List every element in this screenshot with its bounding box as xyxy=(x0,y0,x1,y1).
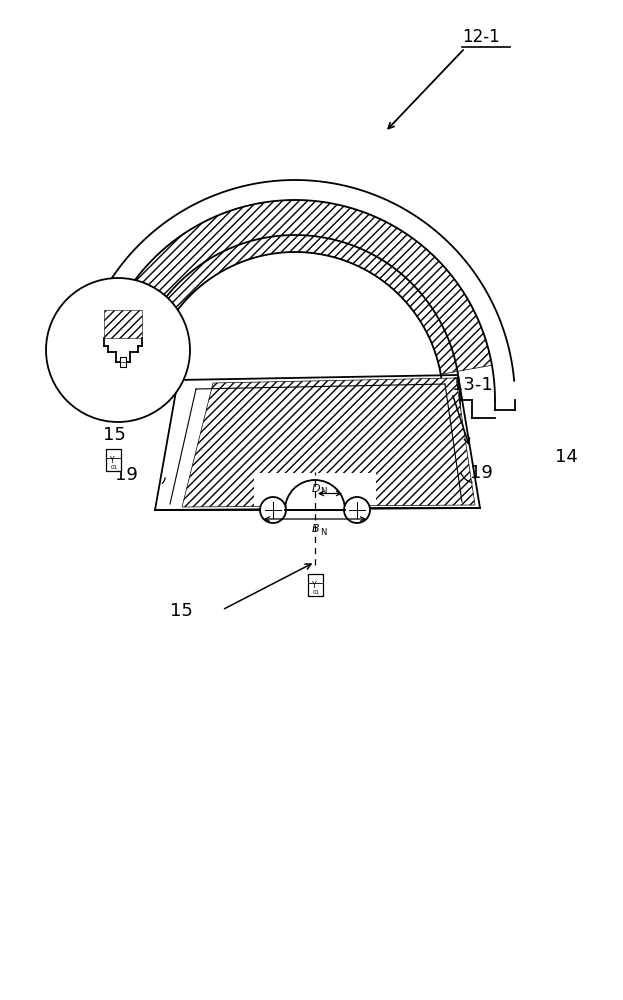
Polygon shape xyxy=(114,200,492,374)
Bar xyxy=(120,357,126,367)
Circle shape xyxy=(260,497,286,523)
Polygon shape xyxy=(182,378,475,507)
Text: 19: 19 xyxy=(470,464,493,482)
Text: 12-1: 12-1 xyxy=(462,28,500,46)
Text: 15: 15 xyxy=(103,426,126,444)
Circle shape xyxy=(344,497,370,523)
Circle shape xyxy=(46,278,190,422)
Text: 19: 19 xyxy=(115,466,138,484)
Text: 13-1: 13-1 xyxy=(452,376,493,394)
Wedge shape xyxy=(285,480,345,510)
Polygon shape xyxy=(76,180,514,383)
Text: B: B xyxy=(312,524,320,534)
Text: 01: 01 xyxy=(111,465,118,470)
Bar xyxy=(106,449,121,471)
Text: D: D xyxy=(312,484,321,493)
Polygon shape xyxy=(95,200,495,400)
Polygon shape xyxy=(95,315,161,400)
Polygon shape xyxy=(254,473,376,505)
Bar xyxy=(308,574,323,596)
Text: N: N xyxy=(320,528,326,537)
Text: 14: 14 xyxy=(555,448,578,466)
Text: Y: Y xyxy=(110,456,115,465)
Text: 01: 01 xyxy=(313,590,320,595)
Polygon shape xyxy=(155,375,480,510)
Polygon shape xyxy=(104,310,142,338)
Text: N: N xyxy=(320,488,326,496)
Text: 15: 15 xyxy=(170,602,193,620)
Text: Y: Y xyxy=(312,581,316,590)
